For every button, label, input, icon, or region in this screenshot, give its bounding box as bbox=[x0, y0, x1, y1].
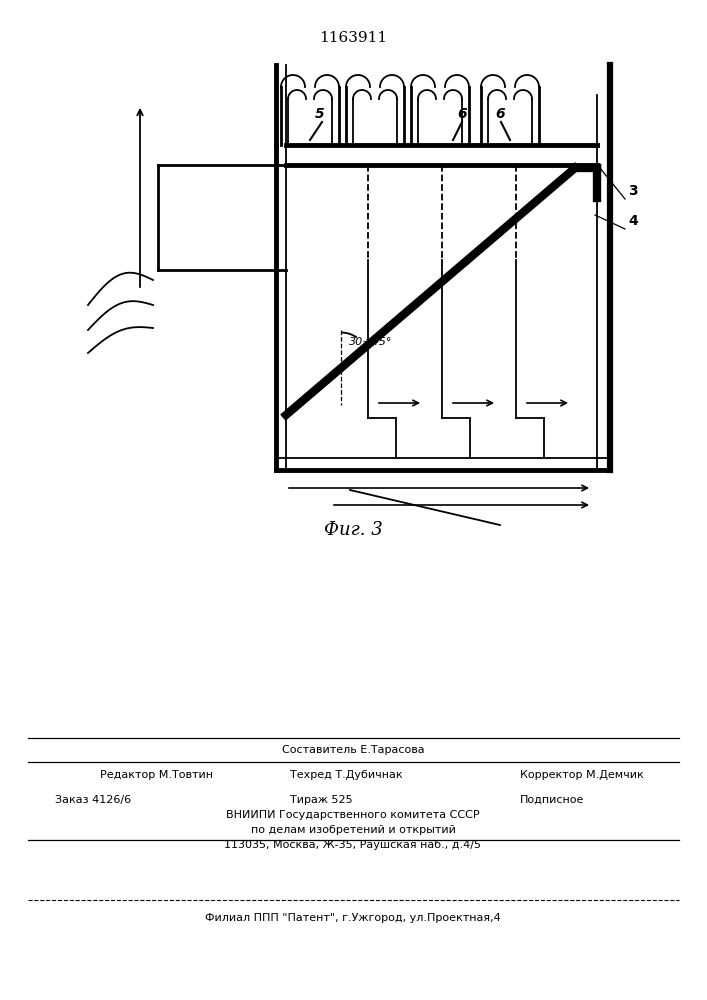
Text: Корректор М.Демчик: Корректор М.Демчик bbox=[520, 770, 644, 780]
Text: Составитель Е.Тарасова: Составитель Е.Тарасова bbox=[281, 745, 424, 755]
Text: 3: 3 bbox=[628, 184, 638, 198]
Text: Заказ 4126/6: Заказ 4126/6 bbox=[55, 795, 131, 805]
Text: 30÷45°: 30÷45° bbox=[349, 337, 392, 347]
Text: Тираж 525: Тираж 525 bbox=[290, 795, 353, 805]
Text: Фиг. 3: Фиг. 3 bbox=[324, 521, 382, 539]
Text: Филиал ППП "Патент", г.Ужгород, ул.Проектная,4: Филиал ППП "Патент", г.Ужгород, ул.Проек… bbox=[205, 913, 501, 923]
Text: Техред Т.Дубичнак: Техред Т.Дубичнак bbox=[290, 770, 402, 780]
Text: 5: 5 bbox=[315, 107, 325, 121]
Text: 6: 6 bbox=[495, 107, 505, 121]
Text: Подписное: Подписное bbox=[520, 795, 585, 805]
Text: 6: 6 bbox=[457, 107, 467, 121]
Text: Редактор М.Товтин: Редактор М.Товтин bbox=[100, 770, 213, 780]
Text: 113035, Москва, Ж-35, Раушская наб., д.4/5: 113035, Москва, Ж-35, Раушская наб., д.4… bbox=[225, 840, 481, 850]
Text: по делам изобретений и открытий: по делам изобретений и открытий bbox=[250, 825, 455, 835]
Text: 1163911: 1163911 bbox=[319, 31, 387, 45]
Text: 4: 4 bbox=[628, 214, 638, 228]
Text: ВНИИПИ Государственного комитета СССР: ВНИИПИ Государственного комитета СССР bbox=[226, 810, 480, 820]
